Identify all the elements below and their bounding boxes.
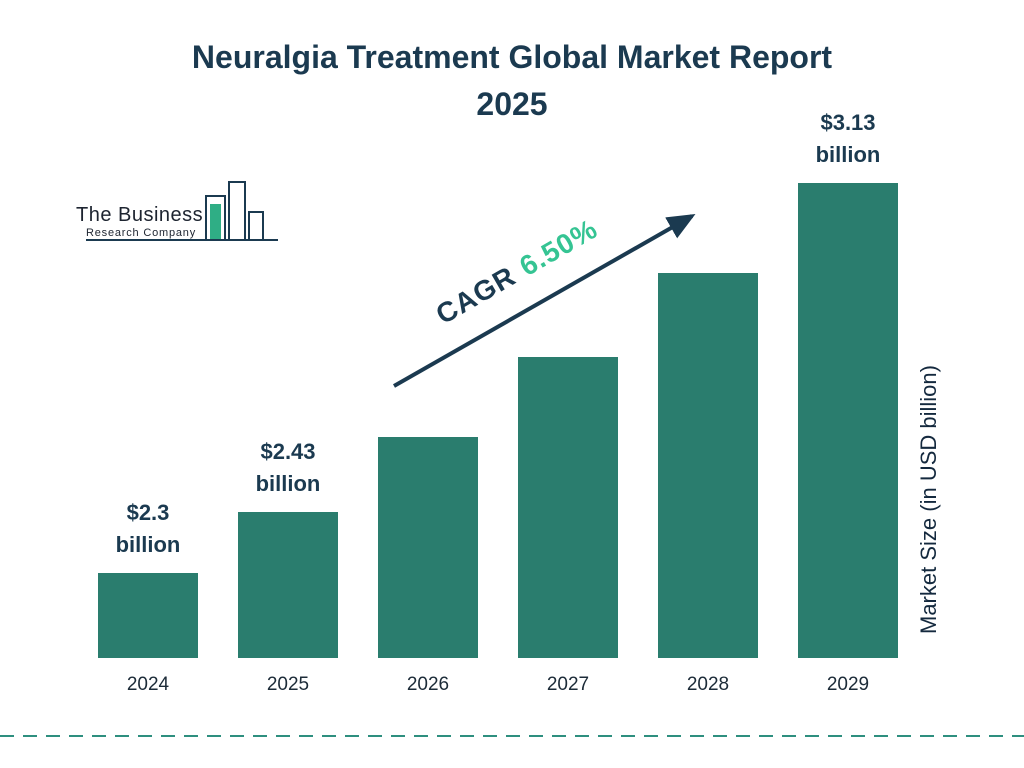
value-label-amount: $2.3	[126, 500, 170, 525]
value-label-2029: $3.13 billion	[778, 107, 918, 171]
logo-company-name: The Business	[76, 204, 204, 226]
cagr-label: CAGR	[430, 260, 522, 331]
x-label-2028: 2028	[686, 674, 730, 695]
value-label-unit: billion	[115, 532, 181, 557]
page-title-line1: Neuralgia Treatment Global Market Report	[191, 39, 833, 75]
page-title-line2: 2025	[476, 86, 548, 122]
logo-bar-chart-icon	[86, 181, 278, 241]
cagr-value: 6.50%	[514, 212, 603, 282]
cagr-annotation: CAGR6.50%	[401, 196, 634, 349]
x-label-2029: 2029	[826, 674, 870, 695]
bottom-dashed-line	[0, 735, 1024, 737]
page-title: Neuralgia Treatment Global Market Report…	[0, 34, 1024, 128]
value-label-unit: billion	[255, 471, 321, 496]
bar-2025	[238, 512, 338, 658]
x-label-2026: 2026	[406, 674, 450, 695]
y-axis-title: Market Size (in USD billion)	[916, 365, 941, 635]
logo-company-subtitle: Research Company	[86, 227, 197, 239]
value-label-2025: $2.43 billion	[218, 436, 358, 500]
x-label-2024: 2024	[126, 674, 170, 695]
bar-2027	[518, 357, 618, 658]
bar-2029	[798, 183, 898, 658]
value-label-amount: $2.43	[260, 439, 316, 464]
value-label-unit: billion	[815, 142, 881, 167]
bar-2026	[378, 437, 478, 658]
x-label-2025: 2025	[266, 674, 310, 695]
bar-2024	[98, 573, 198, 658]
bar-2028	[658, 273, 758, 658]
value-label-2024: $2.3 billion	[78, 497, 218, 561]
value-label-amount: $3.13	[820, 110, 876, 135]
x-label-2027: 2027	[546, 674, 590, 695]
